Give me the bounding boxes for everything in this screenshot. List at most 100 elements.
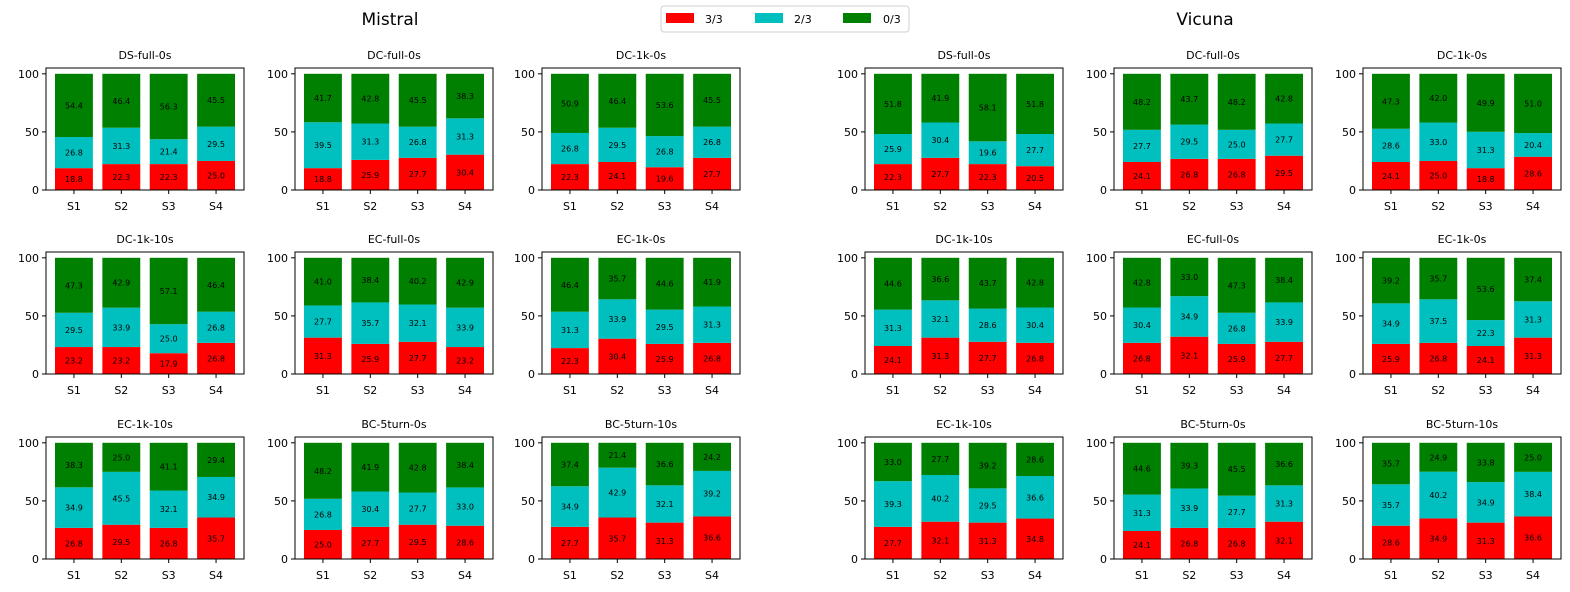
bar-segment [446, 347, 484, 374]
subplot: 24.1 31.3 27.7 26.8 31.3 32.1 28.6 30.4 44.6 36.6… [837, 233, 1064, 397]
bar-segment [1016, 307, 1054, 343]
x-tick-label: S4 [705, 384, 719, 397]
x-tick-label: S1 [886, 384, 900, 397]
bar-value-label: 44.6 [884, 280, 902, 289]
bar-series-3-3: 27.7 35.7 31.3 36.6 [551, 516, 731, 559]
bar-value-label: 22.3 [160, 173, 178, 182]
bar-series-2-3: 25.9 30.4 19.6 27.7 [874, 122, 1054, 167]
bar-series-3-3: 18.8 25.9 27.7 30.4 [304, 154, 484, 190]
bar-value-label: 27.7 [409, 170, 427, 179]
bar-segment [693, 73, 731, 127]
bar-segment [149, 164, 188, 190]
bar-value-label: 56.3 [160, 103, 178, 112]
bar-segment [398, 341, 437, 374]
bar-segment [968, 308, 1007, 342]
bar-segment [1123, 257, 1161, 308]
bar-value-label: 42.8 [361, 95, 379, 104]
y-tick-label: 50 [25, 495, 39, 508]
bar-segment [1123, 129, 1161, 162]
bar-segment [55, 527, 93, 559]
bar-value-label: 36.6 [1524, 534, 1542, 543]
bar-segment [551, 257, 589, 312]
bar-segment [351, 123, 390, 160]
bar-value-label: 28.6 [456, 538, 474, 547]
bar-value-label: 27.7 [884, 539, 902, 548]
bar-value-label: 35.7 [608, 534, 626, 543]
bar-value-label: 31.3 [1477, 146, 1495, 155]
bar-segment [102, 164, 141, 190]
bar-value-label: 41.1 [160, 463, 178, 472]
bar-value-label: 29.5 [409, 538, 427, 547]
bar-value-label: 58.1 [979, 104, 997, 113]
bar-value-label: 34.9 [1429, 535, 1447, 544]
y-tick-label: 50 [1342, 495, 1356, 508]
bar-value-label: 57.1 [160, 287, 178, 296]
bar-series-2-3: 26.8 29.5 26.8 26.8 [551, 126, 731, 168]
bar-segment [1016, 166, 1054, 190]
bar-segment [351, 491, 390, 527]
x-tick-label: S3 [162, 384, 176, 397]
bar-value-label: 26.8 [65, 539, 83, 548]
bar-segment [1419, 73, 1458, 123]
bar-segment [874, 73, 912, 134]
bar-segment [1265, 123, 1303, 156]
bar-segment [1466, 131, 1505, 169]
bar-value-label: 45.5 [409, 96, 427, 105]
bar-value-label: 45.5 [112, 494, 130, 503]
bar-value-label: 46.4 [112, 97, 130, 106]
bar-segment [921, 257, 960, 301]
subplot: 23.2 23.2 17.9 26.8 29.5 33.9 25.0 26.8 47.3 42.9… [18, 233, 245, 397]
bar-segment [351, 159, 390, 190]
bar-segment [921, 122, 960, 158]
bar-segment [874, 309, 912, 346]
axes-frame [294, 436, 494, 560]
x-tick-label: S1 [67, 200, 81, 213]
x-tick-label: S4 [209, 569, 223, 582]
bar-segment [598, 127, 637, 162]
y-tick-label: 0 [1349, 368, 1356, 381]
bar-value-label: 27.7 [1275, 354, 1293, 363]
bar-series-0-3: 44.6 39.3 45.5 36.6 [1123, 442, 1303, 496]
bar-value-label: 35.7 [207, 534, 225, 543]
bar-value-label: 38.4 [361, 276, 379, 285]
axes-frame [1113, 436, 1313, 560]
bar-segment [598, 442, 637, 468]
bar-value-label: 26.8 [656, 148, 674, 157]
subplot-title: EC-1k-10s [936, 418, 992, 431]
x-tick-label: S2 [1431, 569, 1445, 582]
bar-segment [55, 487, 93, 528]
x-tick-label: S4 [1277, 569, 1291, 582]
bar-value-label: 25.0 [1228, 140, 1246, 149]
bar-segment [398, 492, 437, 525]
subplot: 26.8 29.5 26.8 35.7 34.9 45.5 32.1 34.9 38.3 25.0… [18, 418, 245, 582]
bar-series-2-3: 27.7 35.7 32.1 33.9 [304, 302, 484, 348]
bar-value-label: 25.9 [884, 145, 902, 154]
bar-value-label: 33.9 [1275, 318, 1293, 327]
bar-segment [874, 257, 912, 310]
bar-segment [398, 442, 437, 493]
bar-segment [598, 517, 637, 559]
x-tick-label: S2 [933, 200, 947, 213]
axes-frame [864, 67, 1064, 191]
bar-value-label: 32.1 [160, 505, 178, 514]
bar-segment [598, 73, 637, 128]
bar-value-label: 26.8 [703, 138, 721, 147]
bar-value-label: 25.0 [112, 453, 130, 462]
y-tick-label: 100 [18, 68, 39, 81]
bar-value-label: 18.8 [1477, 175, 1495, 184]
bar-segment [1419, 342, 1458, 374]
bar-segment [1514, 442, 1552, 472]
bar-series-0-3: 41.0 38.4 40.2 42.9 [304, 257, 484, 308]
bar-value-label: 25.0 [1524, 453, 1542, 462]
bar-segment [446, 73, 484, 119]
x-tick-label: S4 [1526, 384, 1540, 397]
bar-segment [1372, 128, 1410, 162]
bar-value-label: 29.5 [656, 323, 674, 332]
bar-value-label: 30.4 [1133, 321, 1151, 330]
bar-value-label: 41.9 [361, 463, 379, 472]
subplot: 31.3 25.9 27.7 23.2 27.7 35.7 32.1 33.9 41.0 38.4… [267, 233, 494, 397]
bar-segment [197, 342, 235, 374]
bar-value-label: 25.9 [1382, 355, 1400, 364]
bar-segment [645, 485, 684, 523]
bar-value-label: 43.7 [1180, 95, 1198, 104]
